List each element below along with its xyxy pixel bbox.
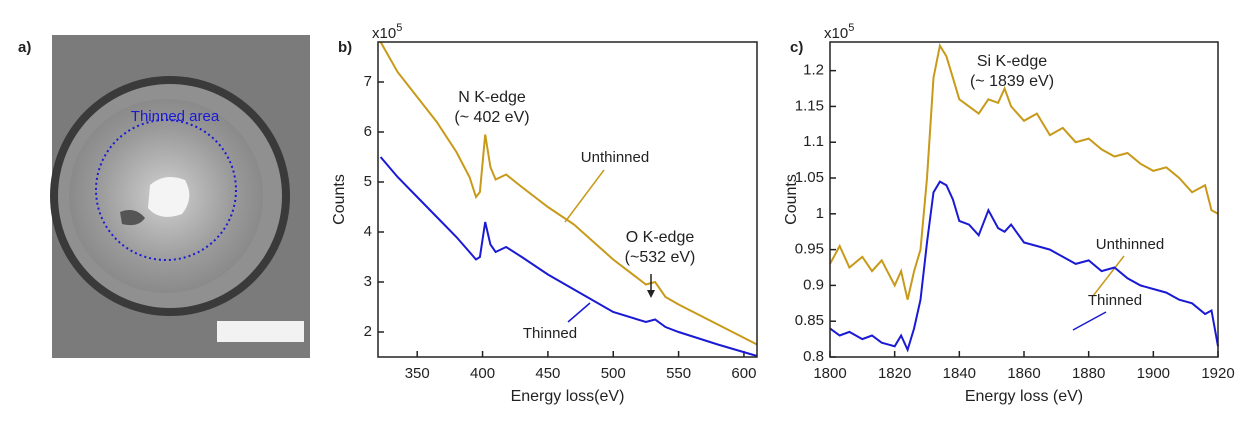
- multiplier-base: x10: [372, 25, 396, 42]
- x-tick-label: 350: [405, 365, 430, 382]
- y-tick-label: 0.95: [795, 241, 824, 258]
- label-leader: [1072, 311, 1107, 331]
- x-tick-label: 1860: [1007, 365, 1040, 382]
- y-tick-label: 6: [364, 123, 372, 140]
- arrow-head: [647, 290, 655, 298]
- label-leader: [1092, 255, 1125, 297]
- x-tick-label: 1880: [1072, 365, 1105, 382]
- x-tick-label: 1840: [943, 365, 976, 382]
- y-tick-label: 4: [364, 223, 372, 240]
- axis-multiplier: x105: [372, 22, 402, 42]
- x-tick-label: 400: [470, 365, 495, 382]
- y-tick-label: 3: [364, 273, 372, 290]
- y-tick-label: 1.2: [803, 62, 824, 79]
- region-label: Thinned area: [131, 108, 220, 125]
- annotation: (~ 402 eV): [454, 109, 529, 126]
- series-line: [829, 180, 1219, 353]
- y-tick-label: 0.9: [803, 276, 824, 293]
- multiplier-base: x10: [824, 25, 848, 42]
- series-line: [829, 42, 1219, 300]
- x-axis-label: Energy loss(eV): [511, 388, 625, 405]
- x-tick-label: 1800: [813, 365, 846, 382]
- label-leader: [567, 302, 591, 323]
- axis-multiplier: x105: [824, 22, 854, 42]
- y-tick-label: 1: [816, 205, 824, 222]
- panel-label: a): [18, 39, 31, 56]
- plot-frame: [829, 41, 1219, 358]
- y-tick-label: 5: [364, 173, 372, 190]
- multiplier-exponent: 5: [848, 22, 854, 34]
- y-axis-label: Counts: [331, 174, 348, 225]
- annotation: (~532 eV): [625, 249, 696, 266]
- annotation: O K-edge: [626, 229, 695, 246]
- panel-label: b): [338, 39, 352, 56]
- y-tick-label: 1.05: [795, 169, 824, 186]
- series-line: [379, 156, 758, 357]
- y-axis-label: Counts: [783, 174, 800, 225]
- x-tick-label: 550: [666, 365, 691, 382]
- annotation: Si K-edge: [977, 53, 1047, 70]
- x-tick-label: 1900: [1137, 365, 1170, 382]
- micrograph: [50, 35, 310, 358]
- series-label: Thinned: [1088, 292, 1142, 309]
- y-tick-label: 7: [364, 73, 372, 90]
- panel-label: c): [790, 39, 803, 56]
- x-tick-label: 1920: [1201, 365, 1234, 382]
- series-line: [379, 41, 758, 346]
- label-leader: [564, 169, 605, 223]
- y-tick-label: 1.15: [795, 97, 824, 114]
- x-axis-label: Energy loss (eV): [965, 388, 1083, 405]
- y-tick-label: 2: [364, 323, 372, 340]
- x-tick-label: 500: [601, 365, 626, 382]
- y-tick-label: 0.8: [803, 348, 824, 365]
- series-label: Unthinned: [581, 149, 649, 166]
- annotation: N K-edge: [458, 89, 526, 106]
- x-tick-label: 450: [535, 365, 560, 382]
- y-tick-label: 1.1: [803, 133, 824, 150]
- series-label: Thinned: [523, 325, 577, 342]
- y-tick-label: 0.85: [795, 312, 824, 329]
- series-label: Unthinned: [1096, 236, 1164, 253]
- annotation: (~ 1839 eV): [970, 73, 1054, 90]
- x-tick-label: 1820: [878, 365, 911, 382]
- x-tick-label: 600: [731, 365, 756, 382]
- multiplier-exponent: 5: [396, 22, 402, 34]
- plot-frame: [377, 41, 758, 358]
